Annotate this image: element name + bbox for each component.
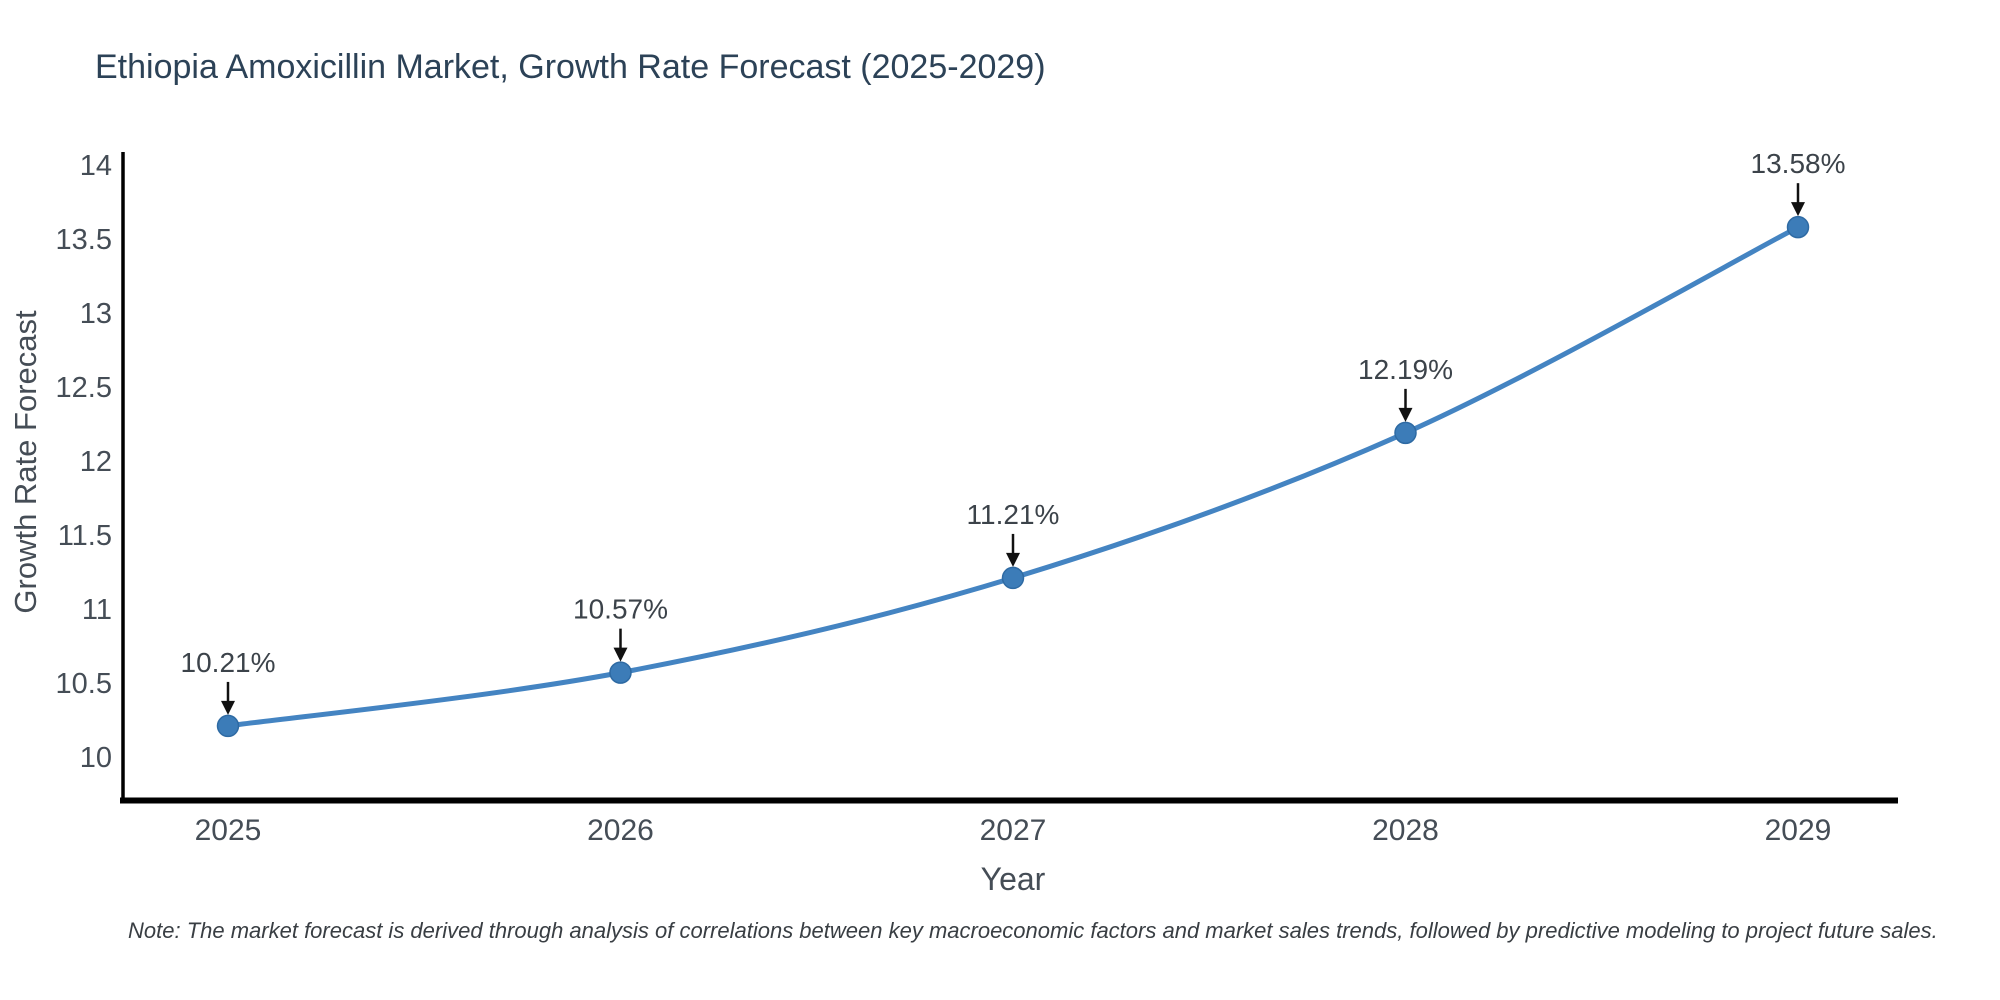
annotation-label: 10.21% bbox=[181, 647, 276, 678]
data-point-marker bbox=[1394, 421, 1417, 445]
x-tick-label: 2027 bbox=[980, 814, 1047, 847]
x-tick-label: 2028 bbox=[1372, 814, 1439, 847]
annotation-label: 10.57% bbox=[573, 594, 668, 625]
y-tick-label: 13.5 bbox=[56, 224, 112, 256]
footnote: Note: The market forecast is derived thr… bbox=[128, 918, 1938, 943]
y-tick-label: 13 bbox=[80, 298, 112, 330]
annotation-label: 11.21% bbox=[967, 499, 1060, 530]
y-axis-ticks: 10 10.5 11 11.5 12 12.5 13 13.5 14 bbox=[56, 150, 112, 774]
y-tick-label: 14 bbox=[80, 150, 112, 182]
y-tick-label: 12 bbox=[80, 446, 112, 478]
y-tick-label: 11.5 bbox=[58, 520, 112, 552]
point-annotations: 10.21% 10.57% 11.21% 12.19% 13.58% bbox=[181, 148, 1846, 715]
x-tick-label: 2029 bbox=[1765, 814, 1832, 847]
y-tick-label: 10 bbox=[80, 742, 112, 774]
x-tick-label: 2026 bbox=[587, 814, 654, 847]
chart-title: Ethiopia Amoxicillin Market, Growth Rate… bbox=[95, 48, 1046, 86]
annotation-label: 12.19% bbox=[1358, 354, 1453, 385]
annotation-arrow-head bbox=[1398, 407, 1413, 422]
annotation-label: 13.58% bbox=[1751, 148, 1846, 179]
data-point-marker bbox=[216, 714, 240, 738]
series-line bbox=[225, 224, 1801, 729]
data-point-marker bbox=[1001, 566, 1025, 590]
annotation-arrow-head bbox=[1006, 552, 1020, 567]
x-axis-ticks: 2025 2026 2027 2028 2029 bbox=[195, 814, 1832, 847]
x-axis-title: Year bbox=[981, 861, 1046, 897]
data-point-marker bbox=[1786, 215, 1810, 239]
x-tick-label: 2025 bbox=[195, 814, 262, 847]
annotation-arrow-head bbox=[221, 700, 235, 715]
data-point-marker bbox=[609, 661, 632, 684]
series-markers bbox=[216, 215, 1810, 738]
annotation-arrow-head bbox=[613, 647, 628, 662]
y-tick-label: 12.5 bbox=[56, 372, 112, 404]
annotation-arrow-head bbox=[1791, 202, 1805, 217]
y-tick-label: 10.5 bbox=[56, 668, 112, 700]
y-axis-title: Growth Rate Forecast bbox=[8, 310, 43, 614]
y-tick-label: 11 bbox=[82, 594, 112, 626]
